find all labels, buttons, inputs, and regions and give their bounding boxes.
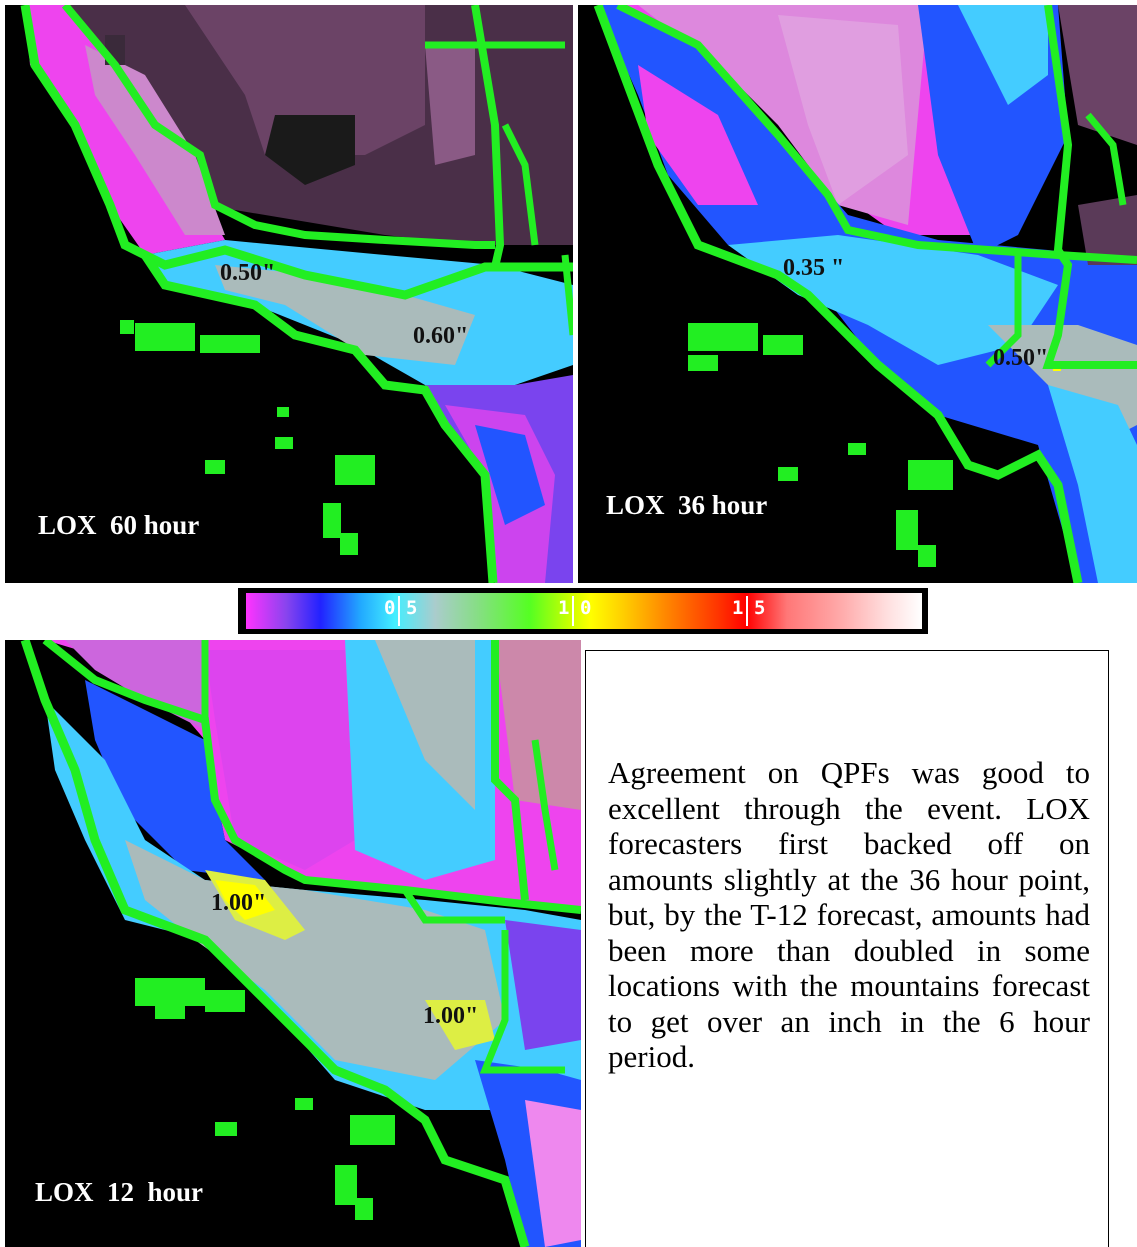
panel-label-36-hour: LOX 36 hour — [606, 490, 768, 520]
colorbar-gradient — [246, 593, 922, 629]
amount-label-0-50: 0.50" — [220, 260, 276, 286]
map-panel-36-hour: 0.35 " 0.50" LOX 36 hour — [578, 5, 1137, 583]
colorbar-tick-0-5-right: 5 — [406, 597, 418, 619]
map-panel-60-hour: 0.50" 0.60" LOX 60 hour — [5, 5, 573, 583]
colorbar-tick-1-5-right: 5 — [754, 597, 766, 619]
description-text: Agreement on QPFs was good to excellent … — [608, 755, 1090, 1074]
precip-map-60-hour — [5, 5, 573, 583]
precip-map-12-hour — [5, 640, 581, 1247]
panel-label-12-hour: LOX 12 hour — [35, 1177, 204, 1207]
panel-label-60-hour: LOX 60 hour — [38, 510, 200, 540]
colorbar-tick-0-5-left: 0 — [384, 597, 396, 619]
amount-label-1-00-west: 1.00" — [211, 890, 267, 916]
amount-label-0-60: 0.60" — [413, 323, 469, 349]
colorbar-tick-1-5-left: 1 — [732, 597, 744, 619]
description-box: Agreement on QPFs was good to excellent … — [585, 650, 1109, 1247]
colorbar-tick-1-0-left: 1 — [558, 597, 570, 619]
amount-label-1-00-east: 1.00" — [423, 1003, 479, 1029]
precip-map-36-hour — [578, 5, 1137, 583]
colorbar-tick-1-5 — [746, 596, 748, 626]
map-panel-12-hour: 1.00" 1.00" LOX 12 hour — [5, 640, 581, 1247]
colorbar-tick-0-5 — [398, 596, 400, 626]
amount-label-0-35: 0.35 " — [783, 255, 845, 281]
precip-colorbar: 0 5 1 0 1 5 — [238, 588, 928, 634]
amount-label-0-50: 0.50" — [993, 345, 1049, 371]
colorbar-tick-1-0-right: 0 — [580, 597, 592, 619]
colorbar-tick-1-0 — [572, 596, 574, 626]
